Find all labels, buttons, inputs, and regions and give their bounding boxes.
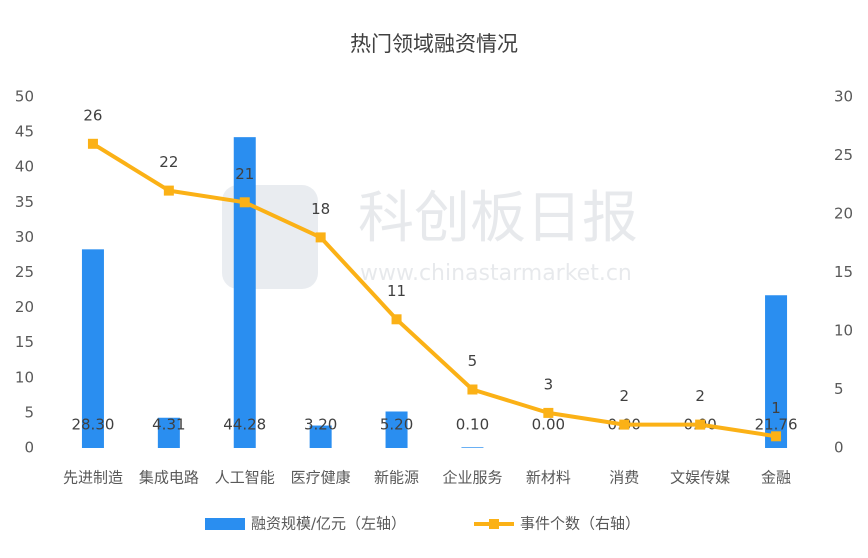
bar-value-label: 21.76 bbox=[755, 416, 798, 434]
watermark-name: 科创板日报 bbox=[358, 186, 638, 251]
line-value-label: 22 bbox=[159, 153, 178, 171]
line-value-label: 2 bbox=[619, 387, 629, 405]
line-marker bbox=[695, 419, 706, 430]
x-tick-label: 金融 bbox=[761, 469, 791, 487]
y-tick-label: 45 bbox=[15, 123, 34, 141]
x-tick-label: 消费 bbox=[609, 469, 639, 487]
line-value-label: 21 bbox=[235, 165, 254, 183]
y-tick-label: 40 bbox=[15, 158, 34, 176]
x-tick-label: 新材料 bbox=[526, 469, 571, 487]
bar-value-label: 44.28 bbox=[223, 416, 266, 434]
line-marker bbox=[163, 185, 174, 196]
bar bbox=[309, 425, 332, 448]
line-marker bbox=[467, 384, 478, 395]
bar bbox=[385, 411, 408, 448]
y2-tick-label: 20 bbox=[834, 205, 853, 223]
line-marker bbox=[391, 314, 402, 325]
x-tick-label: 人工智能 bbox=[215, 469, 275, 487]
bar bbox=[81, 249, 104, 448]
x-tick-label: 文娱传媒 bbox=[670, 469, 730, 487]
legend-label: 融资规模/亿元（左轴） bbox=[251, 515, 406, 533]
bar-value-label: 5.20 bbox=[380, 416, 413, 434]
y2-tick-label: 15 bbox=[834, 263, 853, 281]
bar bbox=[765, 295, 788, 448]
bar-value-label: 4.31 bbox=[152, 416, 185, 434]
line-value-label: 26 bbox=[83, 106, 102, 124]
y-tick-label: 20 bbox=[15, 298, 34, 316]
bar bbox=[233, 137, 256, 448]
y2-tick-label: 5 bbox=[834, 380, 844, 398]
legend-swatch bbox=[205, 518, 245, 530]
legend-label: 事件个数（右轴） bbox=[520, 515, 640, 533]
line-marker bbox=[543, 407, 554, 418]
y-tick-label: 30 bbox=[15, 228, 34, 246]
y-tick-label: 15 bbox=[15, 333, 34, 351]
bar-value-label: 3.20 bbox=[304, 416, 337, 434]
x-tick-label: 医疗健康 bbox=[291, 469, 351, 487]
bar bbox=[157, 417, 180, 448]
bar-value-label: 28.30 bbox=[71, 416, 114, 434]
y-tick-label: 25 bbox=[15, 263, 34, 281]
bar-value-label: 0.10 bbox=[456, 416, 489, 434]
line-marker bbox=[87, 138, 98, 149]
line-value-label: 18 bbox=[311, 200, 330, 218]
line-marker bbox=[619, 419, 630, 430]
y2-tick-label: 0 bbox=[834, 439, 844, 457]
line-value-label: 3 bbox=[544, 375, 554, 393]
chart-title: 热门领域融资情况 bbox=[350, 32, 518, 56]
line bbox=[91, 142, 777, 439]
line-marker bbox=[239, 197, 250, 208]
line-value-label: 2 bbox=[695, 387, 705, 405]
y2-tick-label: 25 bbox=[834, 146, 853, 164]
y-tick-label: 5 bbox=[24, 403, 34, 421]
y-tick-label: 35 bbox=[15, 193, 34, 211]
line-marker bbox=[771, 431, 782, 442]
legend-swatch bbox=[489, 519, 499, 529]
x-tick-label: 新能源 bbox=[374, 469, 419, 487]
x-tick-label: 先进制造 bbox=[63, 469, 123, 487]
y-tick-label: 10 bbox=[15, 368, 34, 386]
line-marker bbox=[315, 232, 326, 243]
watermark: 科创板日报 www.chinastarmarket.cn bbox=[222, 185, 638, 289]
y-tick-label: 0 bbox=[24, 439, 34, 457]
y-tick-label: 50 bbox=[15, 88, 34, 106]
y2-tick-label: 30 bbox=[834, 88, 853, 106]
y2-tick-label: 10 bbox=[834, 322, 853, 340]
x-tick-label: 集成电路 bbox=[139, 469, 199, 487]
line-value-label: 11 bbox=[387, 282, 406, 300]
bar-value-label: 0.00 bbox=[532, 416, 565, 434]
x-tick-label: 企业服务 bbox=[442, 469, 502, 487]
line-value-label: 1 bbox=[771, 399, 781, 417]
watermark-url: www.chinastarmarket.cn bbox=[360, 261, 632, 286]
bar bbox=[461, 447, 484, 448]
line-value-label: 5 bbox=[468, 352, 478, 370]
